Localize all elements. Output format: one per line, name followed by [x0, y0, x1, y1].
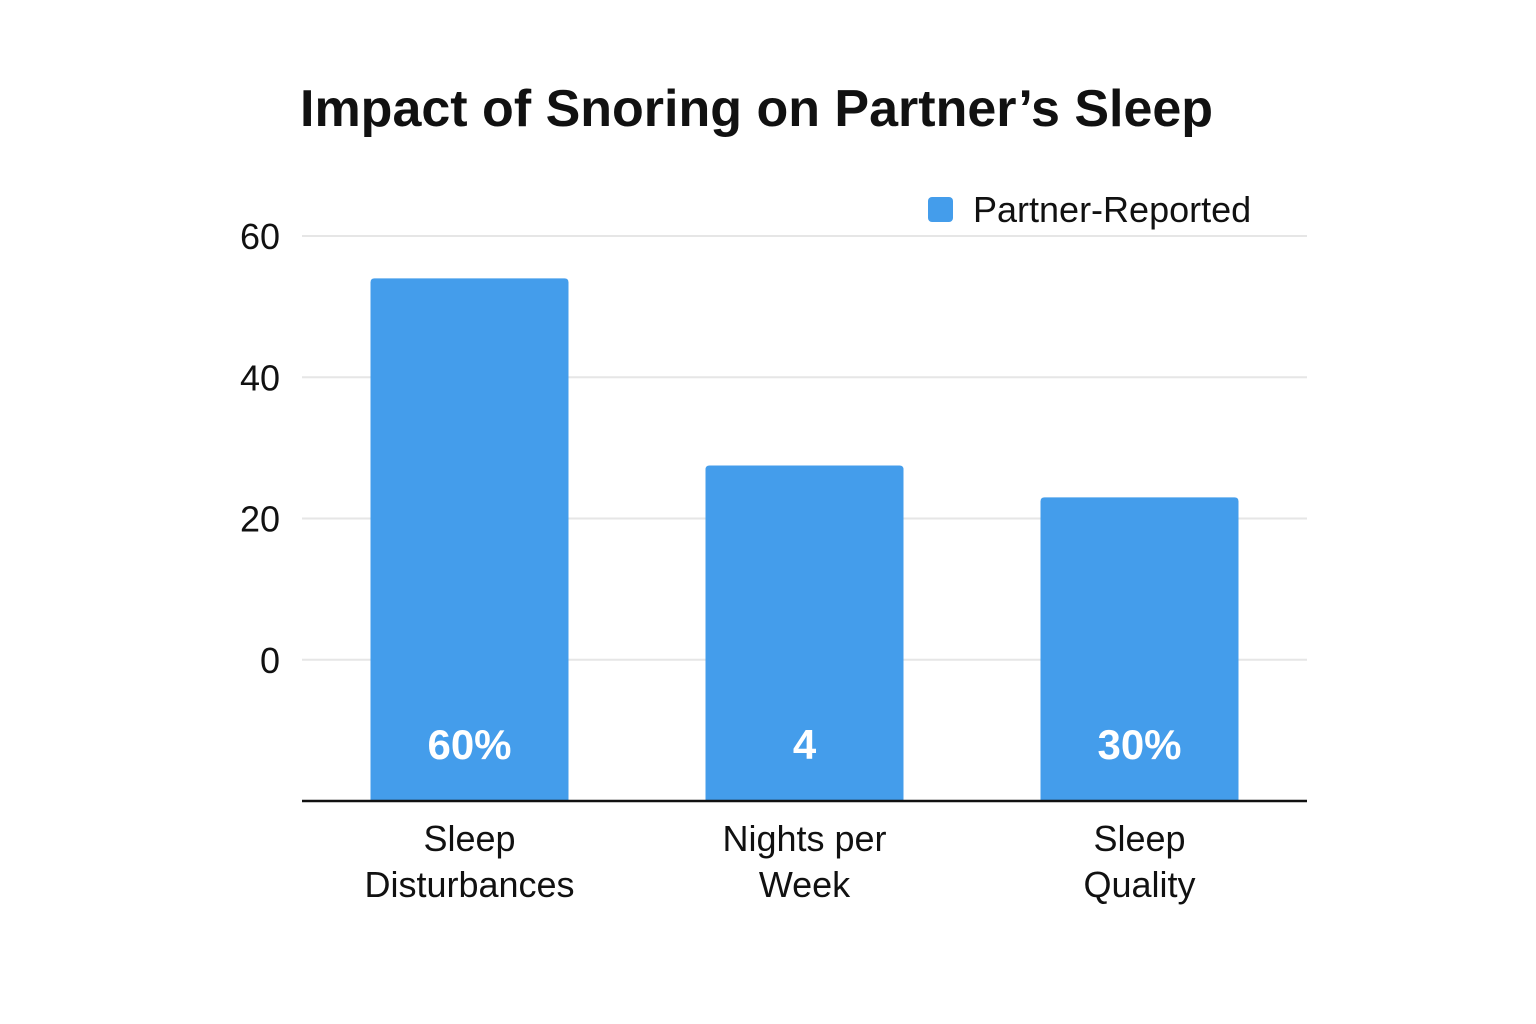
- x-tick-label: Nights per Week: [722, 818, 886, 905]
- y-axis-ticks: 0 20 40 60: [240, 216, 280, 681]
- bars: 60% 4 30%: [370, 278, 1239, 801]
- y-tick-label: 20: [240, 499, 280, 540]
- y-tick-label: 60: [240, 216, 280, 257]
- legend: Partner-Reported: [928, 189, 1251, 230]
- bar: [370, 278, 569, 801]
- bar-data-label: 30%: [1097, 721, 1181, 768]
- y-tick-label: 0: [260, 640, 280, 681]
- bar: [705, 465, 904, 801]
- bar-data-label: 60%: [427, 721, 511, 768]
- x-axis-ticks: Sleep Disturbances Nights per Week Sleep Qual…: [364, 818, 1195, 905]
- chart-title: Impact of Snoring on Partner’s Sleep: [300, 80, 1213, 138]
- bar: [1040, 497, 1239, 801]
- x-tick-label: Sleep Quality: [1083, 818, 1195, 905]
- bar-data-label: 4: [793, 721, 817, 768]
- y-tick-label: 40: [240, 357, 280, 398]
- x-tick-label: Sleep Disturbances: [364, 818, 574, 905]
- legend-label: Partner-Reported: [973, 189, 1251, 230]
- legend-swatch: [928, 197, 953, 222]
